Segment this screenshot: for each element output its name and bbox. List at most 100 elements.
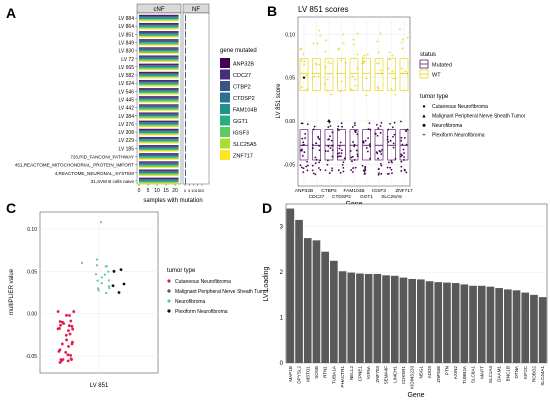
- facet-label-cnf: cNF: [154, 7, 165, 13]
- panel-b-mut-box: [374, 129, 384, 161]
- panel-b-wt-point: +: [313, 75, 316, 81]
- panel-a-bar-segment: [139, 147, 179, 149]
- panel-b-mut-point: [314, 173, 317, 176]
- panel-a-nf-bar: [185, 161, 186, 168]
- panel-b-wt-point: +: [354, 84, 357, 90]
- panel-b-mut-point: [377, 157, 379, 160]
- panel-b-mut-point: [400, 139, 403, 142]
- panel-a-bar-segment: [139, 180, 179, 182]
- facet-panel-nf: [182, 12, 210, 185]
- panel-b-mut-point: [336, 156, 339, 158]
- panel-b-mut-point: [392, 146, 395, 149]
- panel-a-bar-segment: [139, 16, 179, 18]
- panel-a-bar-segment: [139, 51, 179, 52]
- panel-c-point-cutaneous: [58, 348, 62, 352]
- panel-label-d: D: [262, 200, 272, 216]
- panel-d-xtick-label: CPNE1: [357, 366, 362, 382]
- panel-b-ytick-label: 0.00: [285, 119, 295, 125]
- panel-b-mut-point: [405, 128, 407, 131]
- panel-b-mut-point: [324, 169, 327, 172]
- panel-a-legend-label: CTBP2: [233, 85, 251, 91]
- panel-a-bar-segment: [139, 138, 179, 140]
- panel-a-bar-segment: [139, 123, 179, 125]
- tumor-legend-symbol: +: [422, 133, 425, 139]
- panel-b-wt-point: +: [392, 76, 395, 82]
- facet-label-nf: NF: [192, 7, 200, 13]
- panel-a-bar-segment: [139, 59, 179, 60]
- panel-a-row-label: LV 884: [119, 16, 135, 22]
- panel-a-bar-segment: [139, 99, 179, 100]
- panel-a-bar-segment: [139, 156, 179, 158]
- panel-a-bar-segment: [139, 41, 179, 43]
- panel-a-bar-segment: [139, 90, 179, 92]
- panel-a-bar-segment: [139, 40, 179, 42]
- panel-a-bar-segment: [139, 132, 179, 134]
- panel-b-wt-point: +: [325, 38, 328, 44]
- panel-a-nf-bar: [185, 39, 186, 46]
- panel-c-point-plexiform: [117, 291, 121, 294]
- panel-a-bar-segment: [139, 73, 179, 75]
- panel-a-nf-bar: [185, 22, 186, 30]
- panel-d-xtick-label: SLC8A1: [471, 366, 476, 384]
- panel-b-mut-point: [341, 125, 343, 128]
- panel-b-mut-point: [338, 155, 341, 158]
- panel-a-nf-bar: [185, 47, 186, 54]
- panel-a-row-label: LV 849: [119, 41, 135, 47]
- panel-d-bar: [443, 282, 451, 363]
- panel-b-mut-point: [369, 128, 372, 131]
- panel-c-point-cutaneous: [65, 338, 68, 342]
- panel-b-wt-point: +: [399, 27, 402, 33]
- panel-a-bar-segment: [139, 67, 179, 69]
- panel-b-wt-point: +: [330, 92, 333, 98]
- panel-b-mut-point: [341, 149, 343, 152]
- panel-a-bar-segment: [139, 170, 179, 172]
- panel-a-legend-label: FAM104B: [233, 108, 257, 114]
- panel-a-bar-segment: [139, 170, 179, 172]
- panel-a-nf-bar: [185, 63, 186, 71]
- panel-b-mut-point: [305, 165, 308, 168]
- panel-b-ytick-label: 0.05: [285, 76, 295, 82]
- panel-b-xtick-label: GGT1: [360, 194, 373, 200]
- panel-a-legend-swatch: [220, 69, 230, 80]
- panel-a-row-label: LV 442: [119, 106, 135, 112]
- panel-a-bar-segment: [139, 157, 179, 159]
- panel-d-bar: [408, 278, 416, 363]
- panel-a-bar-segment: [139, 76, 179, 78]
- panel-a-bar-segment: [139, 90, 179, 92]
- panel-a-legend-label: GGT1: [233, 119, 248, 125]
- panel-b-wt-point: +: [356, 66, 359, 72]
- panel-a-nf-bar: [185, 177, 186, 185]
- panel-b-mut-point: [377, 173, 380, 176]
- panel-a-nf-bar: [185, 31, 186, 38]
- panel-b-mut-point: [354, 131, 357, 134]
- panel-a-bar-segment: [139, 146, 179, 148]
- panel-a-bar-segment: [139, 147, 179, 149]
- panel-a-bar-segment: [139, 139, 179, 140]
- panel-c-legend-title: tumor type: [167, 268, 196, 274]
- panel-b-mut-point: [380, 121, 383, 124]
- panel-c-point-cutaneous: [58, 320, 62, 323]
- panel-a-bar-segment: [139, 167, 179, 168]
- panel-a-bar-segment: [139, 153, 179, 155]
- panel-b-mut-point: [361, 164, 364, 167]
- panel-b-mut-point: [330, 139, 333, 142]
- panel-a-legend-swatch: [220, 104, 230, 114]
- panel-d-bar: [425, 281, 434, 363]
- panel-a-bar-segment: [139, 92, 179, 94]
- panel-a-bar-segment: [139, 113, 179, 115]
- panel-a-bar-segment: [139, 16, 179, 18]
- panel-c-point-plexiform: [122, 282, 126, 286]
- panel-d-bar: [321, 251, 329, 363]
- panel-b-mut-point: [405, 171, 408, 174]
- panel-a-bar-segment: [139, 55, 179, 57]
- panel-a-legend-swatch: [220, 138, 230, 149]
- tumor-legend-label: Cutaneous Neurofibroma: [432, 104, 488, 110]
- panel-a-bar-segment: [139, 28, 179, 29]
- panel-a-nf-bar: [185, 153, 186, 160]
- panel-b-mut-point: [353, 158, 356, 161]
- panel-a-bar-segment: [139, 42, 179, 44]
- panel-b-wt-point: +: [315, 63, 318, 69]
- panel-label-c: C: [6, 200, 16, 216]
- panel-a-bar-segment: [139, 68, 179, 70]
- panel-a-bar-segment: [139, 172, 179, 174]
